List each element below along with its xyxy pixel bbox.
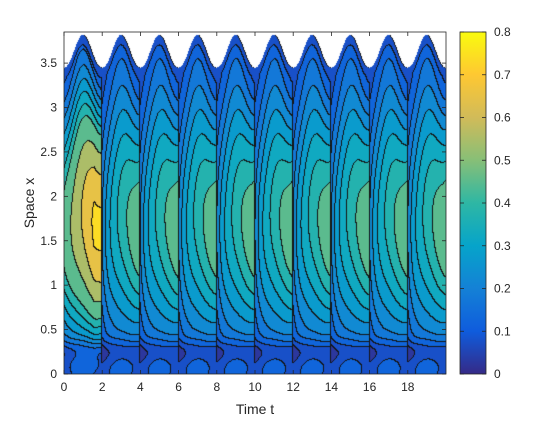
x-tick-label: 10 bbox=[248, 380, 262, 394]
y-tick-label: 0 bbox=[50, 367, 57, 381]
x-axis-ticks: 0 2 4 6 8 10 12 14 16 18 bbox=[61, 32, 415, 394]
colorbar-tick-label: 0.5 bbox=[494, 153, 511, 167]
x-tick-label: 2 bbox=[99, 380, 106, 394]
y-tick-label: 3 bbox=[50, 101, 57, 115]
y-tick-label: 0.5 bbox=[40, 323, 57, 337]
colorbar-tick-label: 0.6 bbox=[494, 111, 511, 125]
contour-field bbox=[64, 32, 446, 374]
y-tick-label: 2.5 bbox=[40, 145, 57, 159]
y-tick-label: 2 bbox=[50, 189, 57, 203]
x-axis-label: Time t bbox=[236, 401, 274, 417]
colorbar-tick-label: 0.2 bbox=[494, 282, 511, 296]
colorbar-tick-label: 0.3 bbox=[494, 239, 511, 253]
x-tick-label: 18 bbox=[401, 380, 415, 394]
x-tick-label: 14 bbox=[325, 380, 339, 394]
colorbar: 0 0.1 0.2 0.3 0.4 0.5 0.6 0.7 0.8 bbox=[459, 25, 511, 381]
y-axis-ticks: 0 0.5 1 1.5 2 2.5 3 3.5 bbox=[40, 56, 446, 381]
colorbar-tick-label: 0 bbox=[494, 367, 501, 381]
x-tick-label: 16 bbox=[363, 380, 377, 394]
x-tick-label: 4 bbox=[137, 380, 144, 394]
colorbar-tick-label: 0.4 bbox=[494, 196, 511, 210]
x-tick-label: 8 bbox=[213, 380, 220, 394]
colorbar-tick-label: 0.1 bbox=[494, 324, 511, 338]
x-tick-label: 12 bbox=[287, 380, 301, 394]
colorbar-tick-label: 0.8 bbox=[494, 25, 511, 39]
y-tick-label: 1 bbox=[50, 278, 57, 292]
y-tick-label: 3.5 bbox=[40, 56, 57, 70]
colorbar-gradient bbox=[459, 31, 487, 375]
y-tick-label: 1.5 bbox=[40, 234, 57, 248]
x-tick-label: 0 bbox=[61, 380, 68, 394]
y-axis-label: Space x bbox=[21, 178, 37, 229]
x-tick-label: 6 bbox=[175, 380, 182, 394]
colorbar-tick-label: 0.7 bbox=[494, 68, 511, 82]
